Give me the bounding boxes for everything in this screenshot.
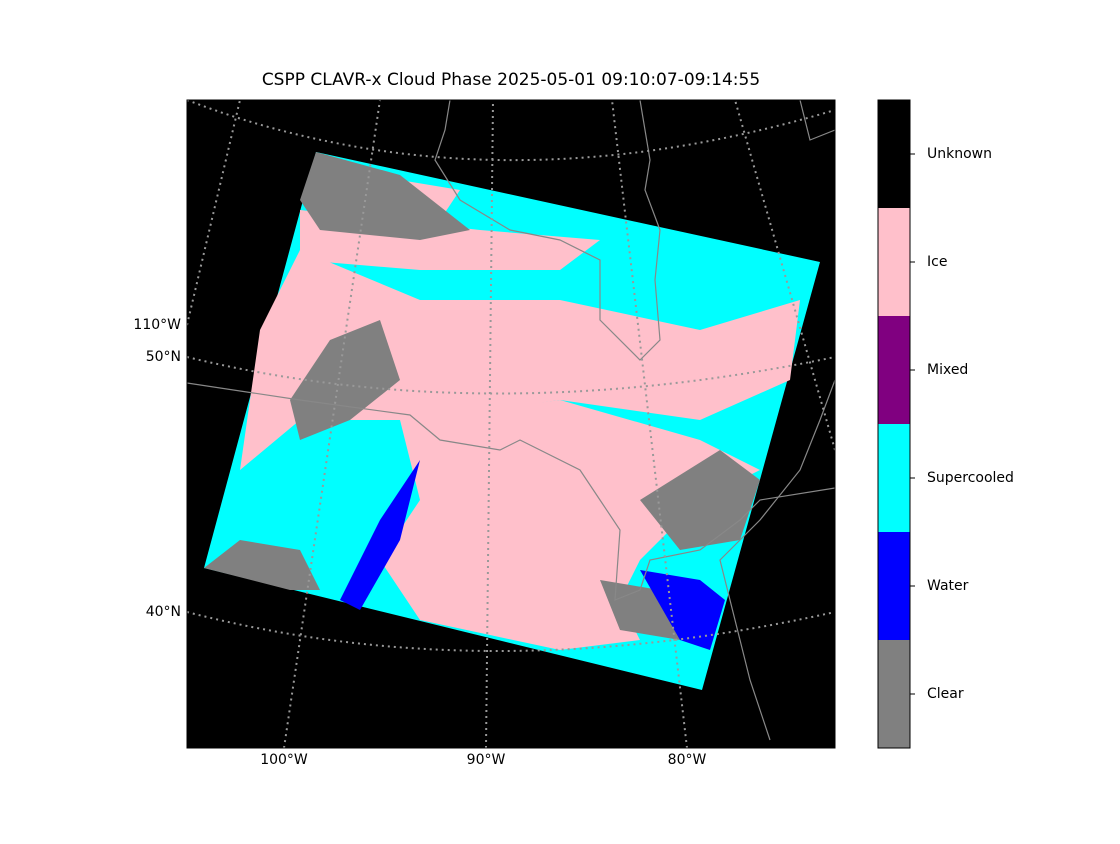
colorbar-label: Unknown xyxy=(927,146,992,162)
lat-label: 40°N xyxy=(146,604,181,620)
colorbar-frame xyxy=(877,99,911,749)
lat-label: 110°W xyxy=(133,317,181,333)
colorbar-segment xyxy=(878,424,910,532)
swath xyxy=(204,152,820,690)
title: CSPP CLAVR-x Cloud Phase 2025-05-01 09:1… xyxy=(262,70,760,90)
colorbar-segment xyxy=(878,316,910,424)
lon-label: 90°W xyxy=(467,752,506,768)
overlays xyxy=(187,100,835,748)
cloud-region xyxy=(204,540,320,590)
colorbar-segment xyxy=(878,100,910,208)
cloud-region xyxy=(640,450,760,550)
cloud-region xyxy=(240,250,800,470)
colorbar-label: Mixed xyxy=(927,362,968,378)
cloud-region xyxy=(380,400,760,650)
lat-label: 50°N xyxy=(146,349,181,365)
meridian xyxy=(283,100,381,748)
cloud-region xyxy=(290,320,400,440)
colorbar-segment xyxy=(878,640,910,748)
colorbar-label: Water xyxy=(927,578,969,594)
lon-label: 80°W xyxy=(668,752,707,768)
map-frame xyxy=(186,99,836,749)
colorbar-segment xyxy=(878,532,910,640)
meridian xyxy=(611,100,688,748)
meridian xyxy=(485,100,494,748)
colorbar-label: Ice xyxy=(927,254,947,270)
lakes xyxy=(434,100,661,361)
lon-label: 100°W xyxy=(260,752,308,768)
cloud-region xyxy=(340,460,420,610)
meridian xyxy=(734,100,835,451)
colorbar: Unknown Ice Mixed Supercooled Water Clear xyxy=(877,99,1014,749)
colorbar-segment xyxy=(878,208,910,316)
borders xyxy=(187,382,835,601)
cloud-region xyxy=(300,152,470,240)
parallel xyxy=(187,100,835,162)
meridian xyxy=(187,100,241,326)
coastline xyxy=(719,100,835,741)
colorbar-label: Supercooled xyxy=(927,470,1014,486)
cloud-region xyxy=(640,570,725,650)
colorbar-label: Clear xyxy=(927,686,964,702)
